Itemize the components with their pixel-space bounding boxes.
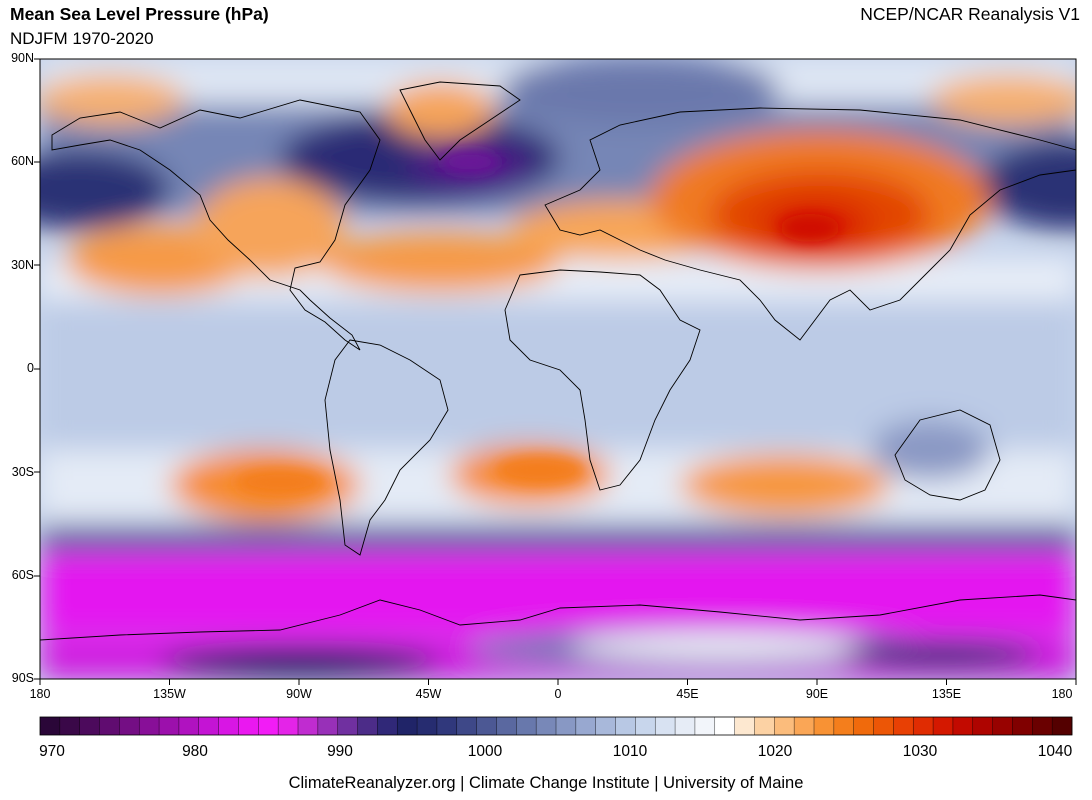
colorbar-swatch (575, 717, 596, 735)
colorbar-swatch (1012, 717, 1033, 735)
colorbar-swatch (734, 717, 755, 735)
lon-label-90w: 90W (286, 687, 312, 701)
colorbar-swatch (794, 717, 815, 735)
colorbar-swatch (298, 717, 319, 735)
colorbar-swatch (516, 717, 537, 735)
colorbar-swatch (417, 717, 438, 735)
colorbar-label-990: 990 (327, 743, 353, 760)
colorbar-swatch (278, 717, 299, 735)
colorbar-swatch (496, 717, 517, 735)
lon-label-45w: 45W (415, 687, 442, 701)
colorbar-swatch (814, 717, 835, 735)
colorbar-swatch (952, 717, 974, 735)
colorbar-swatch (972, 717, 993, 735)
colorbar-swatch (595, 717, 616, 735)
colorbar-swatch (357, 717, 378, 735)
lat-label-30s: 30S (11, 465, 34, 479)
colorbar-label-1030: 1030 (902, 743, 938, 760)
colorbar-swatch (218, 717, 239, 735)
map-subtitle: NDJFM 1970-2020 (10, 29, 154, 48)
footer-credits: ClimateReanalyzer.org | Climate Change I… (288, 774, 804, 792)
lat-label-60s: 60S (11, 568, 34, 582)
colorbar-label-970: 970 (39, 743, 65, 760)
colorbar-swatch (317, 717, 338, 735)
colorbar-swatch (635, 717, 656, 735)
colorbar-swatch (456, 717, 477, 735)
colorbar-label-1040: 1040 (1037, 743, 1073, 760)
lon-label-45e: 45E (676, 687, 699, 701)
colorbar-swatch (853, 717, 874, 735)
lon-label-135w: 135W (153, 687, 186, 701)
colorbar-swatch (655, 717, 676, 735)
colorbar-swatch (476, 717, 497, 735)
colorbar-swatch (178, 717, 200, 735)
lat-label-90s: 90S (11, 671, 34, 685)
colorbar-swatch (139, 717, 160, 735)
colorbar-swatch (40, 717, 61, 735)
colorbar-swatch (774, 717, 795, 735)
colorbar-swatch (893, 717, 914, 735)
colorbar-frame (39, 716, 1073, 736)
pressure-field (40, 59, 1076, 679)
colorbar-swatch (933, 717, 954, 735)
lon-label-135e: 135E (931, 687, 962, 701)
colorbar-swatch (99, 717, 120, 735)
colorbar-swatch (714, 717, 735, 735)
colorbar-swatch (1052, 717, 1073, 735)
colorbar-swatch (1032, 717, 1053, 735)
colorbar-label-1020: 1020 (757, 743, 793, 760)
colorbar-swatch (238, 717, 259, 735)
colorbar-swatch (377, 717, 398, 735)
colorbar-swatch (59, 717, 80, 735)
lon-label-180w: 180 (29, 687, 51, 701)
lat-label-30n: 30N (11, 258, 34, 272)
colorbar-label-1010: 1010 (612, 743, 648, 760)
colorbar-swatch (79, 717, 100, 735)
data-source: NCEP/NCAR Reanalysis V1 (860, 4, 1080, 24)
map-title: Mean Sea Level Pressure (hPa) (10, 4, 269, 24)
colorbar-swatch (258, 717, 279, 735)
lon-label-90e: 90E (805, 687, 829, 701)
colorbar-label-980: 980 (182, 743, 208, 760)
colorbar-swatch (694, 717, 716, 735)
colorbar-label-1000: 1000 (467, 743, 503, 760)
lat-label-90n: 90N (11, 51, 34, 65)
colorbar-swatch (615, 717, 636, 735)
colorbar-swatch (754, 717, 775, 735)
coastlines (40, 81, 1076, 641)
colorbar-swatch (159, 717, 180, 735)
colorbar-swatch (913, 717, 934, 735)
colorbar-swatch (198, 717, 219, 735)
colorbar-swatch (556, 717, 577, 735)
lon-label-0: 0 (554, 687, 562, 701)
colorbar-swatch (337, 717, 358, 735)
lon-label-180e: 180 (1051, 687, 1073, 701)
colorbar-swatch (397, 717, 418, 735)
colorbar-swatch (873, 717, 894, 735)
axis-ticks (34, 58, 1077, 685)
lat-label-0: 0 (27, 361, 34, 375)
colorbar-swatch (992, 717, 1013, 735)
colorbar (40, 717, 1073, 735)
lat-label-60n: 60N (11, 154, 34, 168)
colorbar-swatch (536, 717, 557, 735)
colorbar-swatch (436, 717, 458, 735)
colorbar-swatch (675, 717, 696, 735)
colorbar-dividers (59, 717, 1053, 735)
colorbar-swatch (119, 717, 140, 735)
colorbar-swatch (833, 717, 854, 735)
